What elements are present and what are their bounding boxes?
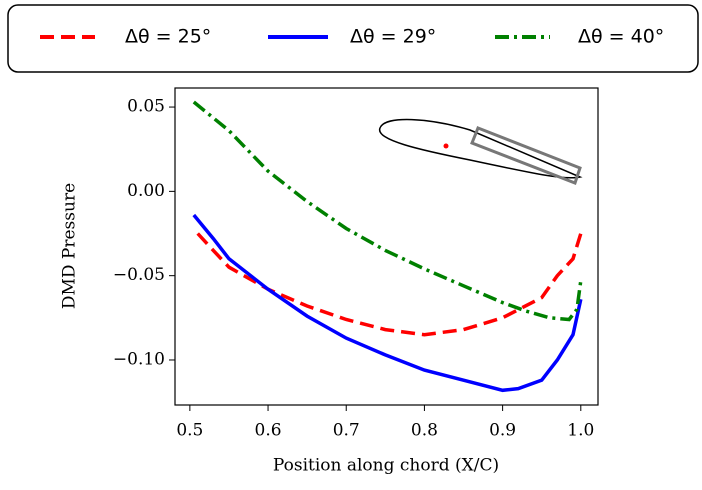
y-axis-label: DMD Pressure xyxy=(60,183,80,309)
x-tick-label: 0.5 xyxy=(176,421,203,441)
plot-frame xyxy=(174,87,599,406)
y-tick-label: −0.05 xyxy=(113,265,165,285)
x-tick-label: 0.6 xyxy=(255,421,282,441)
inset-airfoil xyxy=(379,118,583,185)
x-tick-label: 1.0 xyxy=(567,421,594,441)
series-line xyxy=(192,100,583,322)
y-tick-label: 0.05 xyxy=(127,97,165,117)
legend-label: Δθ = 25° xyxy=(125,26,211,48)
inset-dot xyxy=(443,143,449,149)
x-tick-label: 0.7 xyxy=(333,421,360,441)
x-axis-label: Position along chord (X/C) xyxy=(273,456,499,476)
x-tick-label: 0.8 xyxy=(411,421,438,441)
legend-label: Δθ = 40° xyxy=(578,26,664,48)
y-tick-label: −0.10 xyxy=(113,349,165,369)
x-tick-label: 0.9 xyxy=(489,421,516,441)
inset-box xyxy=(470,126,582,185)
series-line xyxy=(196,232,583,337)
y-tick-label: 0.00 xyxy=(127,181,165,201)
airfoil-outline xyxy=(379,118,583,179)
series-line xyxy=(192,213,583,393)
legend-label: Δθ = 29° xyxy=(350,26,436,48)
legend-box xyxy=(7,4,699,73)
